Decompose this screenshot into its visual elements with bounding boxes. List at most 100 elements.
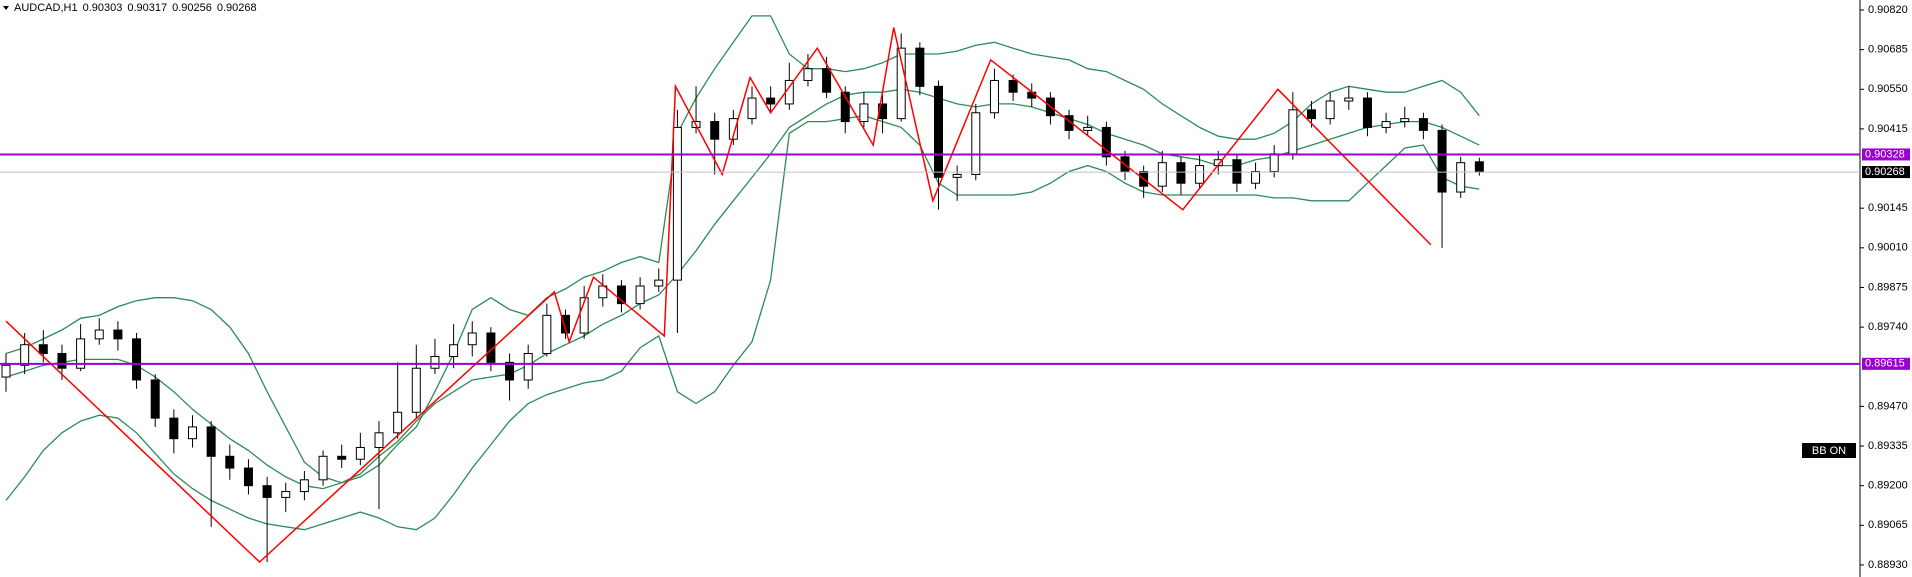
candle-body	[505, 361, 515, 381]
candle-body	[822, 68, 832, 93]
candle-body	[393, 411, 403, 434]
candle-body	[411, 367, 421, 413]
symbol: AUDCAD,H1	[14, 2, 78, 14]
candle-body	[1157, 162, 1167, 187]
level-box	[1862, 148, 1910, 161]
candle-body	[1344, 97, 1354, 102]
candle-body	[1176, 162, 1186, 184]
candle-body	[934, 85, 943, 178]
candle-body	[1400, 118, 1410, 123]
candle-body	[1101, 126, 1111, 158]
candle-body	[523, 353, 533, 381]
zigzag	[5, 27, 1432, 564]
open-value: 0.90303	[82, 2, 123, 14]
candle-body	[1232, 159, 1242, 184]
level-label: 0.89615	[1865, 358, 1905, 370]
annotation-box	[1802, 443, 1856, 458]
y-tick-label: 0.90145	[1868, 202, 1908, 214]
candle-body	[803, 68, 813, 81]
candle-body	[915, 47, 925, 87]
candle-body	[840, 91, 850, 123]
candle-body	[1418, 118, 1428, 131]
candle-body	[94, 329, 104, 340]
candle-body	[132, 338, 142, 381]
y-tick-label: 0.90415	[1868, 123, 1908, 135]
candle-body	[57, 353, 67, 369]
candle-body	[1437, 129, 1447, 193]
candle-body	[1269, 153, 1279, 172]
y-tick-label: 0.89875	[1868, 281, 1908, 293]
candle-body	[299, 479, 309, 493]
candle-body	[225, 455, 235, 469]
y-tick-label: 0.89065	[1868, 519, 1908, 531]
candle-body	[989, 79, 999, 114]
candle-body	[206, 426, 216, 457]
candle-body	[113, 329, 123, 340]
y-tick-label: 0.89470	[1868, 400, 1908, 412]
candle-body	[1288, 109, 1298, 155]
candle-body	[672, 126, 682, 281]
y-tick-label: 0.90010	[1868, 242, 1908, 254]
close-value: 0.90268	[216, 2, 257, 14]
candle-body	[188, 426, 197, 440]
menu-triangle[interactable]	[3, 6, 9, 10]
candle-body	[747, 97, 757, 120]
candle-body	[616, 285, 626, 305]
candle-body	[1307, 109, 1316, 120]
candle-body	[654, 279, 664, 287]
bollinger-lower	[5, 115, 1480, 531]
y-tick-label: 0.90550	[1868, 83, 1908, 95]
candle-body	[579, 297, 589, 334]
y-tick-label: 0.89200	[1868, 480, 1908, 492]
candle-body	[1195, 165, 1205, 184]
candle-body	[1381, 121, 1391, 128]
candle-body	[542, 314, 552, 355]
candle-body	[1008, 79, 1018, 93]
candle-body	[374, 432, 384, 449]
candle-body	[971, 112, 981, 175]
high-value: 0.90317	[127, 2, 168, 14]
level-label: 0.90328	[1865, 148, 1905, 160]
candle-body	[1474, 161, 1484, 173]
y-tick-label: 0.90685	[1868, 44, 1908, 56]
candle-body	[430, 355, 440, 369]
bollinger-upper	[5, 15, 1480, 484]
candle-body	[38, 344, 48, 355]
candle-body	[635, 285, 645, 305]
header: AUDCAD,H1 0.90303 0.90317 0.90256 0.9026…	[14, 2, 257, 14]
candle-body	[262, 485, 272, 498]
candle-body	[355, 447, 365, 460]
annotation: BB ON	[1812, 445, 1846, 457]
candle-body	[766, 97, 776, 105]
candle-body	[896, 47, 906, 120]
candle-body	[318, 455, 328, 481]
candle-body	[1, 364, 11, 378]
current-price-box	[1862, 166, 1910, 179]
candle-body	[859, 103, 869, 123]
y-tick-label: 0.89740	[1868, 321, 1908, 333]
candle-body	[598, 285, 608, 299]
candle-body	[467, 332, 477, 346]
candle-body	[561, 314, 570, 334]
candle-body	[1456, 162, 1466, 193]
low-value: 0.90256	[172, 2, 212, 14]
candle-body	[486, 332, 496, 363]
candle-body	[337, 455, 347, 460]
candle-body	[20, 344, 30, 366]
candle-body	[1362, 97, 1372, 128]
candle-body	[150, 379, 160, 419]
current-price-label: 0.90268	[1865, 166, 1905, 178]
y-tick-label: 0.89335	[1868, 440, 1908, 452]
candle-body	[1325, 100, 1335, 120]
candle-body	[1027, 91, 1037, 99]
candle-body	[281, 491, 291, 498]
candle-body	[449, 344, 459, 357]
y-tick-label: 0.88930	[1868, 559, 1908, 571]
candle-body	[169, 417, 179, 440]
candle-body	[710, 121, 720, 140]
candle-body	[1083, 126, 1093, 131]
bollinger-middle	[5, 88, 1480, 490]
level-box	[1862, 357, 1910, 370]
